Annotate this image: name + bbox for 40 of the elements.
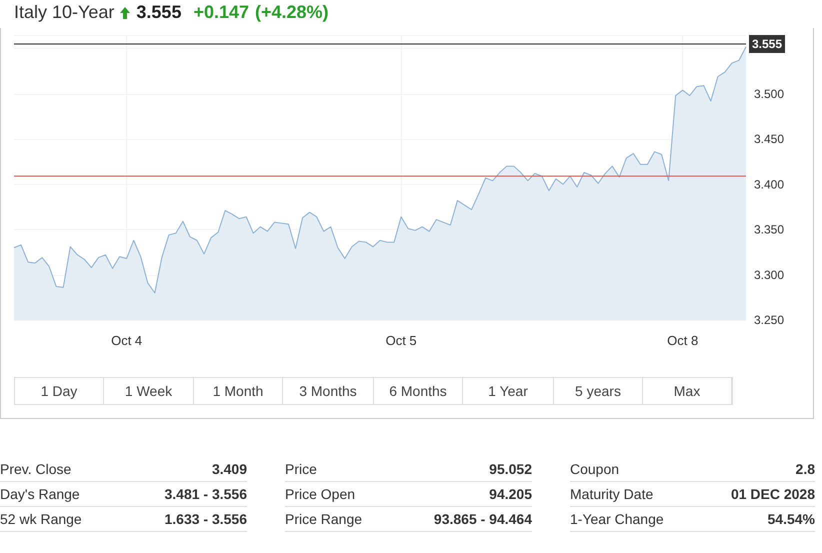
text: 01 DEC 2028: [730, 485, 815, 504]
text: 3.555: [136, 2, 182, 23]
ref-line-label: 3.555: [752, 37, 782, 52]
chart-title: Italy 10-Year: [14, 2, 114, 23]
text: 93.865 - 94.464: [434, 510, 532, 529]
y-tick-label: 3.350: [754, 222, 784, 237]
text: Price: [285, 460, 317, 479]
text: 6 Months: [374, 378, 463, 404]
x-tick-label: Oct 8: [667, 333, 698, 348]
text: 3 Months: [283, 378, 374, 404]
text: 5 years: [554, 378, 643, 404]
y-tick-label: 3.450: [754, 132, 784, 146]
text: 1 Month: [194, 378, 283, 404]
y-tick-label: 3.500: [754, 86, 784, 101]
text: 3.481 - 3.556: [164, 485, 247, 504]
text: 1 Year: [463, 378, 554, 404]
text: Coupon: [570, 460, 620, 479]
text: (+4.28%): [255, 2, 329, 23]
text: Maturity Date: [570, 485, 654, 504]
x-tick-label: Oct 4: [111, 333, 142, 348]
text: 52 wk Range: [0, 510, 82, 529]
text: 94.205: [489, 485, 532, 504]
x-tick-label: Oct 5: [386, 333, 417, 348]
text: 1-Year Change: [570, 510, 664, 529]
text: +0.147: [193, 2, 250, 23]
text: 54.54%: [768, 510, 815, 529]
text: Day's Range: [0, 485, 80, 504]
text: Prev. Close: [0, 460, 72, 479]
text: 2.8: [796, 460, 815, 479]
y-tick-label: 3.250: [754, 313, 784, 327]
text: Max: [643, 378, 732, 404]
y-tick-label: 3.400: [754, 177, 784, 192]
text: Price Open: [285, 485, 356, 504]
text: 95.052: [489, 460, 532, 479]
text: 1.633 - 3.556: [164, 510, 247, 529]
text: Price Range: [285, 510, 362, 529]
y-tick-label: 3.300: [754, 268, 784, 282]
text: 3.409: [212, 460, 247, 479]
text: 1 Day: [15, 378, 104, 404]
text: 1 Week: [104, 378, 194, 404]
